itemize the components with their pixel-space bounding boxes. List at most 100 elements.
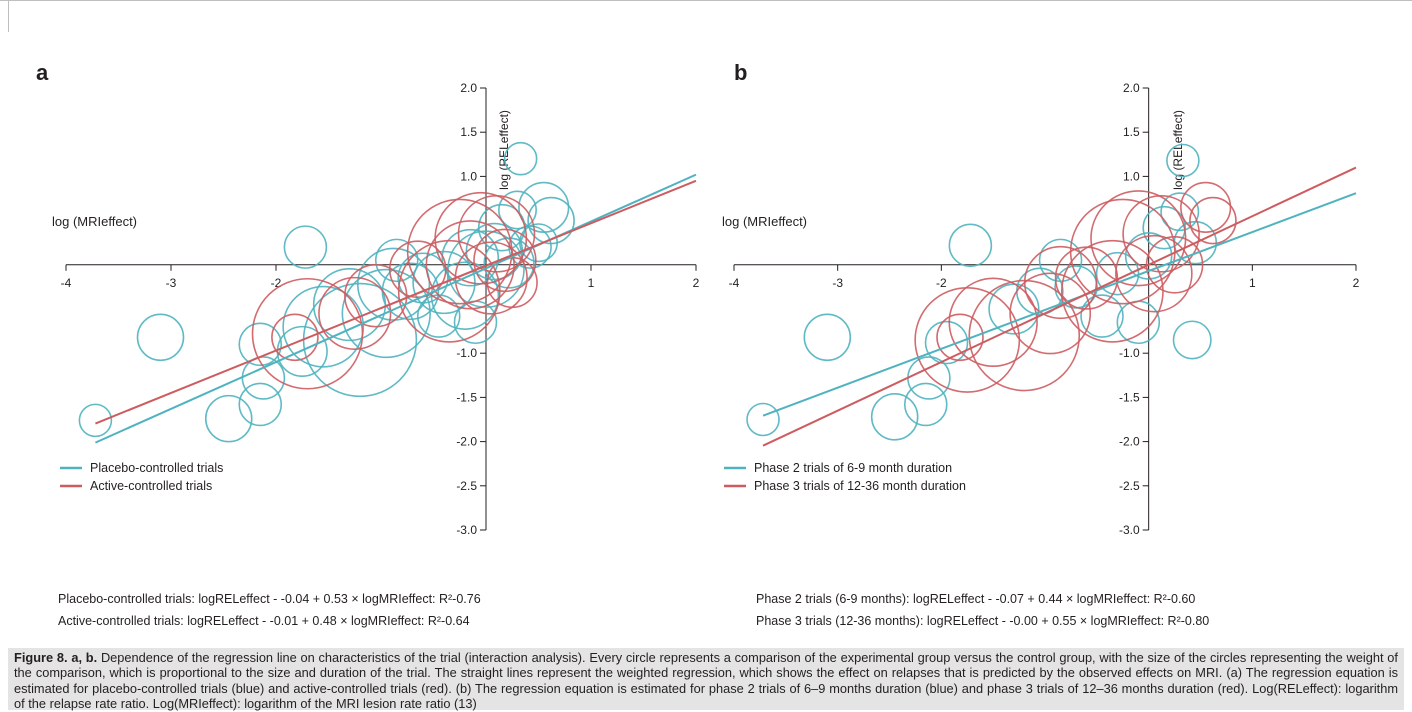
data-point-circle [276,325,328,378]
y-tick-label: 1.0 [1123,169,1140,183]
panel-a: a -4 -3 -2 1 2 2.0 1.5 1.0 -1.0 -1.5 -2.0 -2.5 -3.0 l… [0,40,700,650]
data-point-circle [1054,246,1119,310]
data-point-circle [1060,239,1164,343]
data-point-circle [238,382,283,427]
data-point-circle [1160,192,1200,232]
figure-caption: Figure 8. a, b. Dependence of the regres… [8,648,1404,711]
data-point-circle [1023,245,1098,320]
data-point-circle [948,223,993,268]
data-point-circle [518,181,570,233]
panel-a-letter: a [36,60,49,85]
y-tick-label: -2.0 [456,435,477,449]
legend-label: Phase 2 trials of 6-9 month duration [754,461,952,475]
legend-label: Placebo-controlled trials [90,461,223,475]
data-point-circle [283,225,328,269]
data-point-circle [497,190,537,230]
data-point-circle [282,285,365,368]
scatter-plot-a: -4 -3 -2 1 2 2.0 1.5 1.0 -1.0 -1.5 -2.0 -2.5 -3.0 log… [52,81,700,537]
regression-line [762,166,1357,447]
regression-line [762,192,1357,417]
y-tick-label: 1.5 [1123,125,1140,139]
scatter-plot-b: -4 -3 -2 1 2 2.0 1.5 1.0 -1.0 -1.5 -2.0 -2.5 -3.0 log… [722,81,1360,537]
data-point-circle [412,250,476,315]
y-tick-label: 2.0 [1123,81,1140,95]
data-point-circle [388,240,447,299]
y-tick-label: -2.5 [456,479,477,493]
data-point-circle [341,268,431,359]
data-point-circle [1172,320,1212,360]
y-tick-label: -1.5 [456,390,477,404]
y-tick-label: -3.0 [456,523,477,537]
equation-b-phase2: Phase 2 trials (6-9 months): logRELeffec… [756,592,1196,606]
data-point-circle [988,283,1040,335]
panel-b-letter: b [734,60,748,85]
data-point-circle [948,277,1038,367]
regression-line [95,179,697,425]
y-tick-label: -1.0 [1119,346,1140,360]
data-point-circle [483,237,535,289]
x-tick-label: -2 [936,276,947,290]
data-point-circle [318,276,392,351]
equation-a-active: Active-controlled trials: logRELeffect -… [58,614,470,628]
x-axis-label: log (MRIeffect) [52,214,137,229]
y-tick-label: 2.0 [460,81,477,95]
y-axis-label: log (RELeffect) [1171,110,1185,190]
x-tick-label: -3 [166,276,177,290]
data-point-circle [1115,234,1193,313]
data-point-circle [1080,294,1124,338]
x-tick-label: 2 [1353,276,1360,290]
data-point-circle [441,228,500,287]
data-point-circle [1038,238,1083,283]
x-axis-label: log (MRIeffect) [722,214,807,229]
data-point-circle [271,313,319,362]
data-point-circle [1180,181,1232,233]
data-point-circle [136,313,185,362]
data-point-circle [457,195,536,273]
data-point-circle [251,277,364,390]
regression-line [94,173,697,444]
data-point-circle [503,141,538,176]
y-tick-label: 1.5 [460,125,477,139]
y-tick-label: 1.0 [460,169,477,183]
frame-left-border [8,0,9,32]
data-point-circle [1009,272,1092,355]
y-tick-label: -1.0 [456,346,477,360]
data-point-circle [527,196,575,245]
data-point-circle [473,228,537,293]
data-point-circle [1122,195,1200,273]
x-tick-label: -4 [61,276,72,290]
data-point-circle [1166,143,1200,178]
data-point-circle [936,313,984,362]
x-tick-label: 1 [1249,276,1256,290]
y-tick-label: -1.5 [1119,390,1140,404]
y-tick-label: -2.5 [1119,479,1140,493]
legend-label: Phase 3 trials of 12-36 month duration [754,479,966,493]
data-point-circle [1189,196,1237,245]
data-point-circle [870,393,919,441]
y-tick-label: -2.0 [1119,435,1140,449]
data-point-circle [374,238,419,283]
x-tick-label: 1 [588,276,595,290]
legend-label: Active-controlled trials [90,479,212,493]
equation-a-placebo: Placebo-controlled trials: logRELeffect … [58,592,481,606]
data-point-circle [238,322,283,367]
data-point-circle [1095,251,1140,296]
data-point-circle [78,403,113,438]
data-point-circle [406,198,513,305]
regression-equations-b: Phase 2 trials (6-9 months): logRELeffec… [756,588,1209,632]
data-point-circle [924,320,969,365]
data-point-circle [241,356,286,400]
data-point-circle [425,220,515,310]
data-point-circle [746,402,780,437]
panel-b: b -4 -3 -2 1 2 2.0 1.5 1.0 -1.0 -1.5 -2.0 -2.5 -3.0 l… [706,40,1406,650]
caption-label: Figure 8. a, b. [14,650,98,665]
data-point-circle [1142,205,1187,250]
regression-equations-a: Placebo-controlled trials: logRELeffect … [58,588,481,632]
y-tick-label: -3.0 [1119,523,1140,537]
x-tick-label: -3 [832,276,843,290]
equation-b-phase3: Phase 3 trials (12-36 months): logRELeff… [756,614,1210,628]
frame-top-border [0,0,1412,1]
x-tick-label: 2 [693,276,700,290]
x-tick-label: -2 [271,276,282,290]
